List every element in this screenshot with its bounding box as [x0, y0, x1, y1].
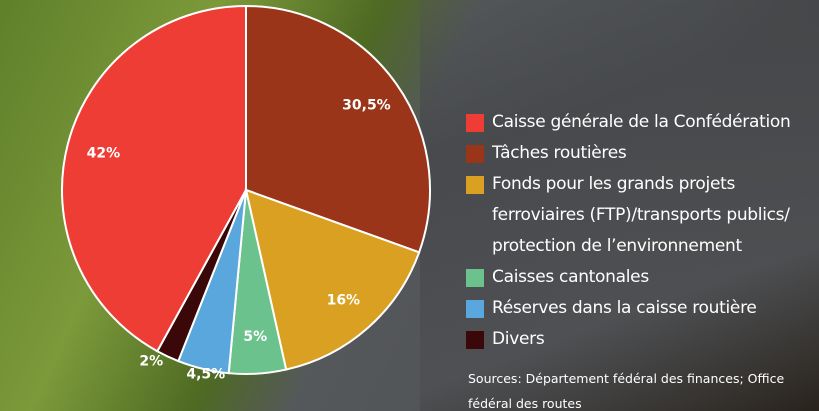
pie-slice: [155, 189, 247, 363]
legend-item: Divers: [466, 324, 819, 355]
legend-swatch: [466, 269, 484, 287]
legend: Caisse générale de la Confédération Tâche…: [466, 107, 819, 355]
legend-label: Tâches routières: [492, 143, 627, 163]
source-note: Sources: Département fédéral des finance…: [468, 371, 785, 411]
legend-label: Caisse générale de la Confédération: [492, 112, 791, 132]
legend-swatch: [466, 176, 484, 194]
legend-label: Fonds pour les grands projets ferroviair…: [492, 174, 790, 256]
data-label: 4,5%: [186, 366, 225, 382]
data-label: 42%: [87, 145, 121, 161]
legend-label: Caisses cantonales: [492, 267, 649, 287]
data-label: 2%: [139, 353, 163, 369]
pie-slice: [244, 188, 421, 371]
legend-swatch: [466, 331, 484, 349]
pie-slice: [245, 4, 431, 254]
legend-item: Caisse générale de la Confédération: [466, 107, 819, 138]
legend-item: Fonds pour les grands projets ferroviair…: [466, 169, 810, 262]
legend-item: Réserves dans la caisse routière: [466, 293, 819, 324]
legend-swatch: [466, 300, 484, 318]
legend-item: Tâches routières: [466, 138, 819, 169]
data-label: 30,5%: [342, 97, 391, 113]
legend-label: Réserves dans la caisse routière: [492, 298, 757, 318]
legend-label: Divers: [492, 329, 545, 349]
legend-swatch: [466, 145, 484, 163]
data-label: 16%: [327, 292, 361, 308]
background-shade: [420, 0, 819, 411]
pie-slice: [61, 4, 247, 353]
data-label: 5%: [243, 329, 267, 345]
legend-swatch: [466, 114, 484, 132]
legend-item: Caisses cantonales: [466, 262, 819, 293]
